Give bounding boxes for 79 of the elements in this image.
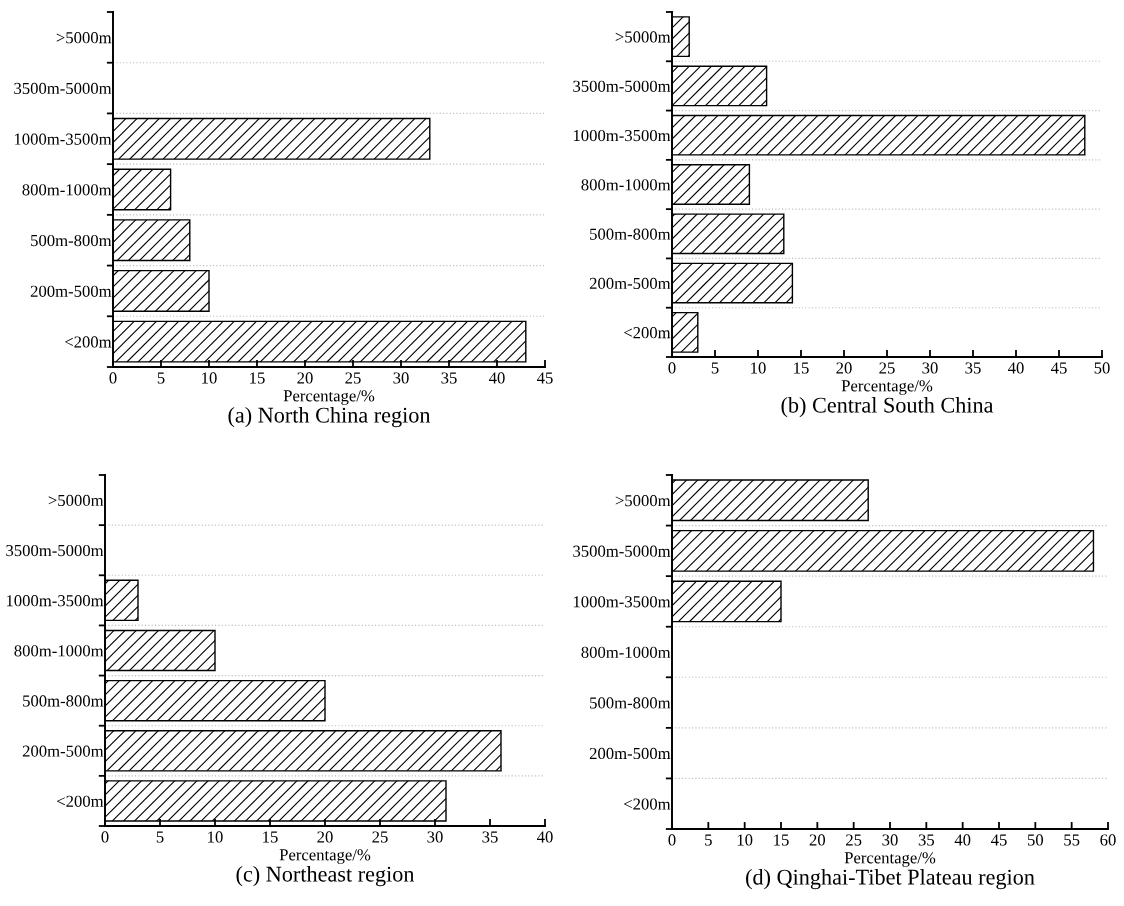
x-tick-label: 10 bbox=[737, 834, 753, 846]
x-tick-label: 10 bbox=[202, 372, 217, 384]
x-tick-label: 35 bbox=[482, 831, 498, 843]
x-tick-label: 25 bbox=[372, 831, 388, 843]
y-tick-label: <200m bbox=[624, 798, 671, 810]
y-tick-label: 200m-500m bbox=[589, 747, 671, 760]
y-tick-label: 1000m-3500m bbox=[573, 129, 671, 142]
x-tick-label: 60 bbox=[1100, 834, 1116, 846]
x-axis-title: Percentage/% bbox=[844, 852, 936, 867]
y-tick-label: 1000m-3500m bbox=[573, 596, 671, 608]
x-tick-label: 40 bbox=[488, 372, 505, 384]
x-tick-label: 0 bbox=[109, 372, 117, 384]
x-tick-label: 15 bbox=[774, 834, 789, 846]
x-tick-label: 5 bbox=[156, 831, 164, 843]
y-tick-label: 1000m-3500m bbox=[6, 595, 104, 607]
y-tick-label: 1000m-3500m bbox=[14, 133, 112, 145]
x-tick-label: 10 bbox=[208, 831, 223, 843]
text: (a) North China region bbox=[228, 407, 431, 428]
y-tick-label: 3500m-5000m bbox=[573, 545, 671, 557]
y-tick-label: 3500m-5000m bbox=[14, 82, 112, 95]
x-tick-label: 40 bbox=[536, 831, 553, 843]
y-tick-label: 500m-800m bbox=[23, 695, 104, 707]
x-tick-label: 0 bbox=[668, 362, 676, 374]
x-tick-label: 20 bbox=[317, 831, 333, 843]
y-tick-label: 200m-500m bbox=[30, 285, 112, 297]
y-tick-label: 500m-800m bbox=[31, 234, 112, 247]
text: (d) Qinghai-Tibet Plateau region bbox=[746, 869, 1035, 890]
x-tick-label: 15 bbox=[263, 831, 278, 843]
y-tick-label: 200m-500m bbox=[589, 277, 671, 290]
x-tick-label: 45 bbox=[1050, 362, 1067, 374]
x-tick-label: 50 bbox=[1027, 834, 1044, 846]
y-tick-label: 200m-500m bbox=[22, 745, 104, 757]
x-tick-label: 40 bbox=[954, 834, 971, 846]
x-tick-label: 20 bbox=[297, 372, 313, 384]
x-axis-title: Percentage/% bbox=[283, 390, 375, 405]
x-tick-label: 30 bbox=[393, 372, 409, 384]
y-tick-label: >5000m bbox=[615, 494, 671, 507]
y-tick-label: <200m bbox=[65, 336, 112, 348]
y-tick-label: >5000m bbox=[48, 494, 104, 507]
x-tick-label: 35 bbox=[918, 834, 935, 846]
x-tick-label: 5 bbox=[157, 372, 165, 384]
x-tick-label: 55 bbox=[1064, 834, 1080, 846]
x-tick-label: 20 bbox=[809, 834, 826, 846]
x-tick-label: 15 bbox=[794, 362, 809, 374]
x-tick-label: 5 bbox=[711, 362, 719, 374]
y-tick-label: 800m-1000m bbox=[22, 184, 112, 196]
y-tick-label: 3500m-5000m bbox=[6, 544, 104, 557]
x-axis-title: Percentage/% bbox=[279, 849, 371, 864]
y-tick-label: 500m-800m bbox=[590, 228, 671, 240]
x-tick-label: 0 bbox=[668, 834, 676, 846]
x-tick-label: 30 bbox=[427, 831, 443, 843]
y-tick-label: >5000m bbox=[56, 32, 112, 44]
x-tick-label: 35 bbox=[965, 362, 981, 374]
y-tick-label: <200m bbox=[624, 327, 671, 339]
text: (c) Northeast region bbox=[236, 866, 415, 887]
x-tick-label: 40 bbox=[1007, 362, 1024, 374]
x-tick-label: 5 bbox=[705, 834, 712, 846]
x-tick-label: 45 bbox=[990, 834, 1007, 846]
x-tick-label: 20 bbox=[836, 362, 852, 374]
x-tick-label: 50 bbox=[1094, 362, 1110, 374]
x-tick-label: 25 bbox=[345, 372, 361, 384]
x-tick-label: 35 bbox=[441, 372, 457, 384]
y-tick-label: 3500m-5000m bbox=[573, 80, 671, 92]
y-tick-label: 800m-1000m bbox=[581, 179, 671, 191]
x-tick-label: 15 bbox=[250, 372, 265, 384]
text: (b) Central South China bbox=[781, 397, 994, 418]
x-tick-label: 10 bbox=[751, 362, 766, 374]
y-tick-label: 800m-1000m bbox=[14, 645, 104, 657]
x-tick-label: 30 bbox=[922, 362, 938, 374]
x-tick-label: 45 bbox=[536, 372, 553, 384]
y-tick-label: 500m-800m bbox=[590, 697, 671, 709]
x-tick-label: 30 bbox=[882, 834, 898, 846]
y-tick-label: 800m-1000m bbox=[581, 646, 671, 658]
x-tick-label: 25 bbox=[879, 362, 895, 374]
x-tick-label: 25 bbox=[846, 834, 862, 846]
y-tick-label: <200m bbox=[57, 795, 104, 807]
x-axis-title: Percentage/% bbox=[841, 380, 933, 395]
x-tick-label: 0 bbox=[101, 831, 109, 843]
y-tick-label: >5000m bbox=[615, 31, 671, 43]
